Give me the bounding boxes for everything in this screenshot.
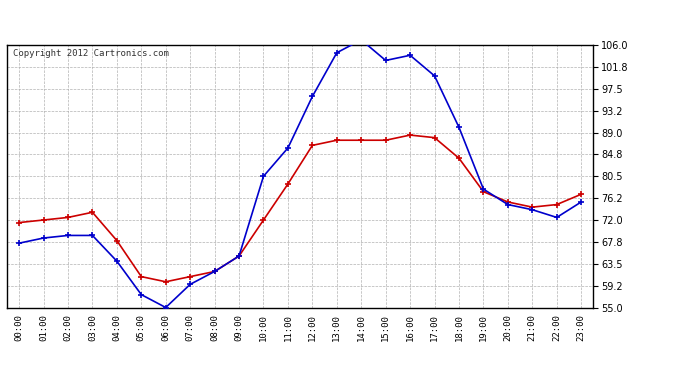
Text: Copyright 2012 Cartronics.com: Copyright 2012 Cartronics.com [13, 49, 168, 58]
Text: Outdoor Temperature (Red) vs THSW Index (Blue) per Hour (24 Hours) 20120527: Outdoor Temperature (Red) vs THSW Index … [7, 16, 607, 29]
